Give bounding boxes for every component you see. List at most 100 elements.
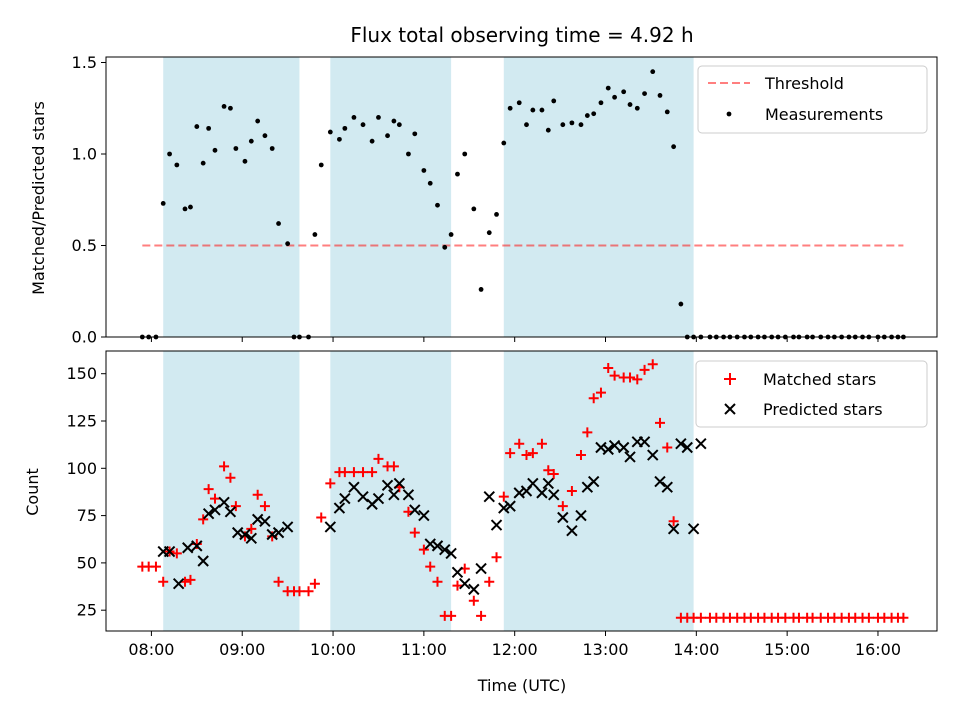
y-axis-label-bottom: Count <box>23 468 42 516</box>
predicted-star-point <box>209 504 221 516</box>
measurement-point <box>627 102 633 107</box>
predicted-star-point <box>542 477 554 490</box>
matched-star-point <box>575 450 586 461</box>
predicted-star-point <box>402 489 415 501</box>
measurement-point <box>396 122 402 128</box>
matched-star-point <box>209 493 220 504</box>
measurement-point <box>427 180 433 186</box>
matched-star-point <box>668 516 679 527</box>
matched-star-point <box>662 442 673 453</box>
legend-bottom-frame <box>695 360 928 428</box>
measurement-point <box>337 136 342 142</box>
measurement-point <box>376 114 381 120</box>
y-tick-label-bottom: 25 <box>77 601 97 620</box>
matched-star-point <box>647 359 658 370</box>
predicted-star-point <box>418 509 430 522</box>
measurement-point <box>318 162 324 168</box>
legend-matched-label: Matched stars <box>763 370 876 389</box>
axes-frame-bottom <box>105 350 938 632</box>
measurement-point <box>233 146 239 151</box>
matched-star-point <box>655 417 665 428</box>
matched-star-point <box>632 374 643 385</box>
predicted-star-point <box>617 441 630 454</box>
matched-star-point <box>230 501 241 512</box>
legend-predicted-swatch <box>724 403 736 415</box>
legend-measurements-label: Measurements <box>765 105 883 124</box>
matched-star-point <box>339 467 350 478</box>
measurement-point <box>448 232 454 237</box>
matched-star-point <box>425 561 436 572</box>
matched-star-point <box>373 453 384 464</box>
matched-star-point <box>609 370 620 381</box>
matched-star-point <box>309 578 320 589</box>
measurement-point <box>385 133 390 139</box>
measurement-point <box>206 125 212 131</box>
predicted-star-point <box>182 542 194 554</box>
measurement-point <box>455 171 460 177</box>
matched-star-point <box>316 512 327 523</box>
x-tick-label: 14:00 <box>673 640 719 659</box>
legend-threshold-label: Threshold <box>764 74 844 93</box>
measurement-point <box>200 160 206 166</box>
measurement-point <box>342 125 348 131</box>
x-tick-label: 08:00 <box>128 640 174 659</box>
measurement-point <box>530 107 536 113</box>
predicted-star-point <box>459 577 471 590</box>
legend-predicted-label: Predicted stars <box>763 400 883 419</box>
measurement-point <box>442 244 448 250</box>
y-tick-label-bottom: 75 <box>77 506 97 525</box>
predicted-star-point <box>647 449 659 461</box>
x-tick-label: 12:00 <box>492 640 538 659</box>
measurement-point <box>242 158 248 164</box>
predicted-star-point <box>490 519 503 531</box>
predicted-star-point <box>602 443 614 456</box>
measurement-point <box>174 162 180 168</box>
predicted-star-point <box>388 489 400 501</box>
measurement-point <box>678 301 684 307</box>
predicted-star-point <box>675 437 687 450</box>
measurement-point <box>560 122 566 128</box>
measurement-point <box>642 91 647 97</box>
predicted-star-point <box>259 515 271 527</box>
measurement-point <box>471 206 477 212</box>
measurement-point <box>221 104 227 109</box>
matched-star-point <box>863 612 874 623</box>
matched-star-point <box>252 489 263 500</box>
measurement-point <box>421 168 427 173</box>
matched-star-point <box>898 612 909 623</box>
x-tick-label: 10:00 <box>310 640 356 659</box>
predicted-star-point <box>468 583 480 596</box>
measurement-point <box>285 241 291 247</box>
matched-star-point <box>198 514 209 525</box>
predicted-star-point <box>566 525 578 537</box>
measurement-point <box>188 204 193 210</box>
measurement-point <box>650 69 656 75</box>
x-axis-label: Time (UTC) <box>477 676 566 695</box>
matched-star-point <box>219 461 230 472</box>
matched-star-point <box>505 448 516 459</box>
predicted-star-point <box>333 502 346 514</box>
matched-star-point <box>582 427 593 438</box>
predicted-star-point <box>409 504 421 516</box>
predicted-star-point <box>266 528 278 541</box>
measurement-point <box>605 85 611 91</box>
matched-star-point <box>639 364 650 375</box>
measurement-point <box>369 138 375 144</box>
measurement-point <box>569 120 575 126</box>
predicted-star-point <box>661 481 673 493</box>
matched-star-point <box>536 438 547 449</box>
matched-star-point <box>514 438 525 449</box>
measurement-point <box>524 122 529 128</box>
measurement-point <box>312 232 318 237</box>
measurement-point <box>598 100 604 106</box>
measurement-point <box>516 100 522 106</box>
predicted-star-point <box>163 545 176 558</box>
predicted-star-point <box>475 562 487 575</box>
x-tick-label: 16:00 <box>855 640 901 659</box>
chart-title: Flux total observing time = 4.92 h <box>350 23 693 47</box>
matched-star-point <box>548 468 559 479</box>
matched-star-point <box>418 544 429 555</box>
predicted-star-point <box>483 490 495 503</box>
predicted-star-point <box>348 481 360 493</box>
